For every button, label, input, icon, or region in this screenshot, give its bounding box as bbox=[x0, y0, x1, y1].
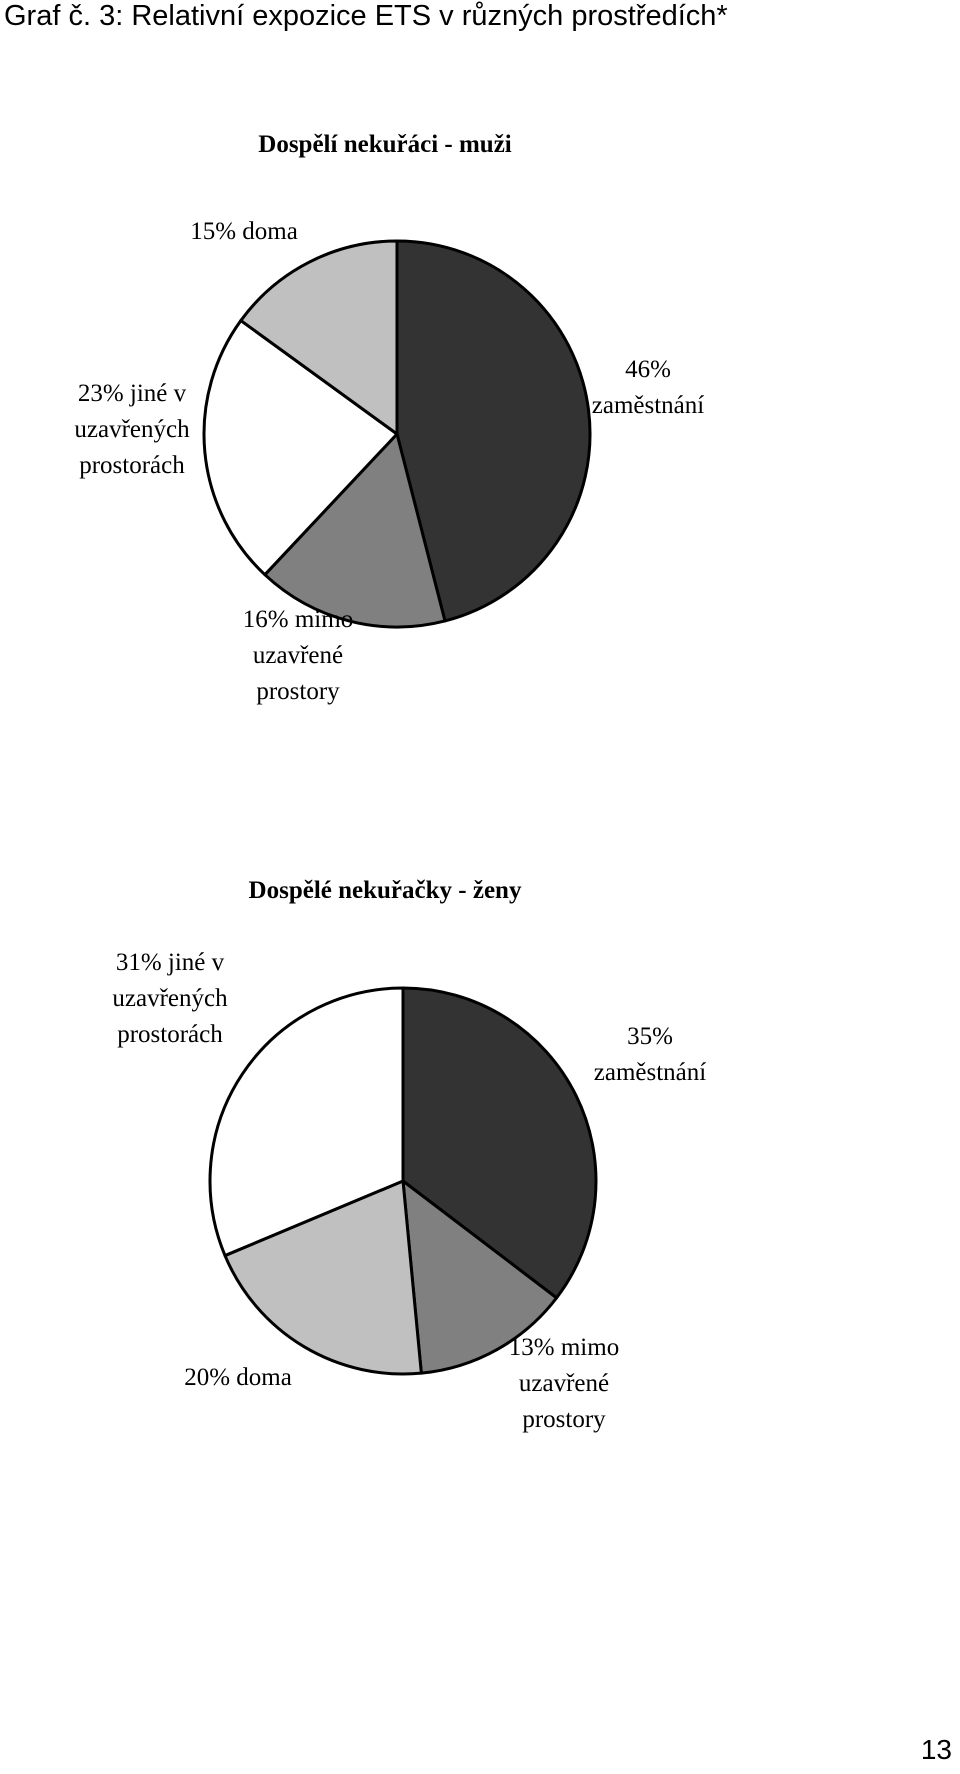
slice-label: 13% mimo uzavřené prostory bbox=[509, 1334, 619, 1433]
slice-label: 15% doma bbox=[190, 218, 298, 245]
pie-slice bbox=[401, 986, 598, 1300]
slice-label: 31% jiné v uzavřených prostorách bbox=[112, 949, 228, 1048]
slice-label: 46% zaměstnání bbox=[592, 356, 705, 419]
slice-label: 23% jiné v uzavřených prostorách bbox=[74, 380, 190, 479]
chart-title: Dospělé nekuřačky - ženy bbox=[249, 877, 522, 904]
slice-label: 20% doma bbox=[184, 1364, 292, 1391]
pie-slice bbox=[202, 319, 399, 577]
slice-label: 35% zaměstnání bbox=[594, 1023, 707, 1086]
page-number: 13 bbox=[920, 1734, 952, 1765]
pie-slice bbox=[263, 432, 447, 629]
page-heading: Graf č. 3: Relativní expozice ETS v různ… bbox=[4, 0, 728, 32]
pie-slice bbox=[208, 986, 405, 1258]
slice-label: 16% mimo uzavřené prostory bbox=[243, 606, 353, 705]
pie-slice bbox=[239, 239, 399, 436]
pie-slice bbox=[223, 1179, 423, 1376]
pie-slice bbox=[395, 239, 592, 623]
chart-title: Dospělí nekuřáci - muži bbox=[258, 131, 512, 158]
pie-slice bbox=[401, 1179, 559, 1375]
